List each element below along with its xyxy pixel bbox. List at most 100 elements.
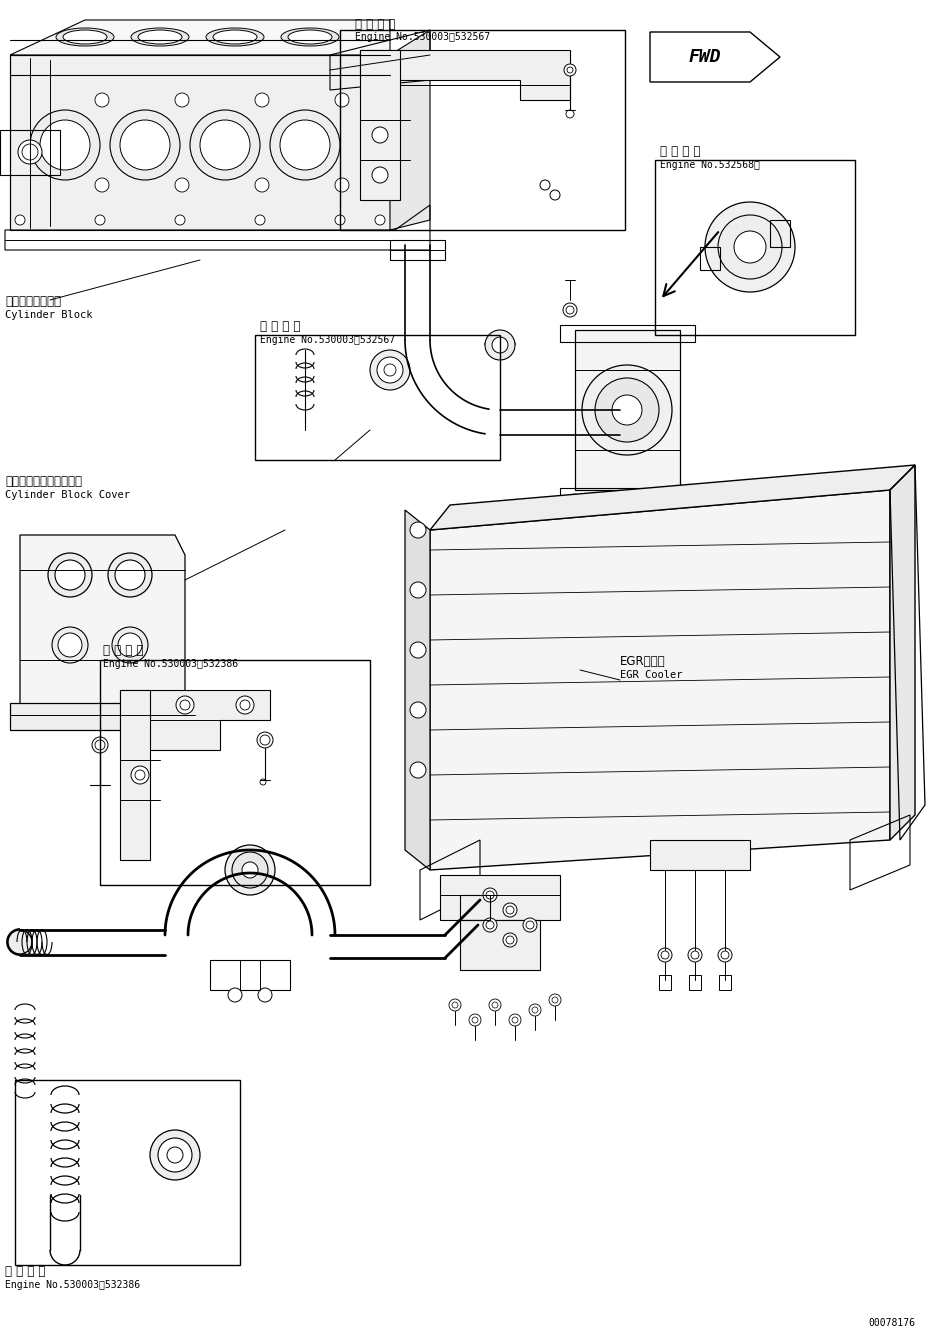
Circle shape (506, 937, 513, 945)
Circle shape (469, 1014, 481, 1026)
Circle shape (22, 144, 38, 160)
Bar (254, 335, 499, 460)
Circle shape (227, 989, 241, 1002)
Circle shape (566, 67, 573, 73)
Circle shape (522, 918, 536, 933)
Circle shape (377, 357, 403, 383)
Text: 適 用 号 機: 適 用 号 機 (354, 17, 395, 31)
Circle shape (115, 560, 145, 591)
Polygon shape (889, 465, 914, 840)
Circle shape (174, 178, 188, 192)
Ellipse shape (280, 28, 339, 45)
Polygon shape (360, 49, 570, 100)
Circle shape (48, 553, 92, 597)
Bar (340, 29, 625, 230)
Circle shape (733, 231, 766, 263)
Text: 適 用 号 機: 適 用 号 機 (260, 321, 300, 333)
Circle shape (167, 1148, 183, 1164)
Text: Cylinder Block: Cylinder Block (5, 310, 93, 321)
Circle shape (260, 735, 270, 745)
Circle shape (131, 766, 148, 784)
Circle shape (704, 202, 794, 293)
Circle shape (112, 627, 148, 663)
Circle shape (335, 178, 349, 192)
Circle shape (175, 696, 194, 713)
Polygon shape (120, 689, 149, 860)
Circle shape (371, 167, 388, 183)
Circle shape (95, 94, 109, 107)
Circle shape (174, 94, 188, 107)
Circle shape (375, 215, 384, 224)
Circle shape (618, 494, 630, 506)
Circle shape (471, 1017, 478, 1023)
Circle shape (232, 852, 267, 888)
Text: Engine No.532568～: Engine No.532568～ (659, 160, 759, 170)
Circle shape (485, 921, 494, 929)
Circle shape (409, 582, 426, 599)
Circle shape (565, 306, 574, 314)
Circle shape (548, 994, 561, 1006)
Circle shape (690, 951, 698, 959)
Circle shape (668, 494, 680, 506)
Circle shape (335, 215, 344, 224)
Circle shape (612, 395, 641, 425)
Circle shape (254, 178, 269, 192)
Circle shape (525, 921, 534, 929)
Text: FWD: FWD (688, 48, 720, 65)
Circle shape (135, 770, 145, 780)
Circle shape (717, 215, 781, 279)
Circle shape (492, 337, 508, 353)
Ellipse shape (131, 28, 188, 45)
Bar (654, 160, 854, 335)
Polygon shape (430, 465, 914, 530)
Circle shape (15, 215, 25, 224)
Text: Engine No.530003～532567: Engine No.530003～532567 (260, 335, 394, 345)
Circle shape (279, 120, 329, 170)
Circle shape (568, 494, 580, 506)
Text: EGR Cooler: EGR Cooler (619, 669, 682, 680)
Circle shape (661, 951, 668, 959)
Circle shape (492, 1002, 497, 1007)
Text: シリンダブロックカバー: シリンダブロックカバー (5, 476, 82, 488)
Circle shape (409, 762, 426, 778)
Circle shape (52, 627, 88, 663)
Circle shape (95, 215, 105, 224)
Polygon shape (120, 689, 270, 749)
Circle shape (92, 737, 108, 754)
Ellipse shape (138, 29, 182, 44)
Polygon shape (10, 20, 390, 55)
Circle shape (30, 110, 100, 180)
Circle shape (409, 522, 426, 538)
Circle shape (95, 178, 109, 192)
Circle shape (511, 1017, 518, 1023)
Circle shape (565, 110, 574, 118)
Text: Engine No.530003～532386: Engine No.530003～532386 (103, 659, 238, 669)
Polygon shape (10, 55, 390, 230)
Circle shape (551, 997, 558, 1003)
Ellipse shape (213, 29, 257, 44)
Polygon shape (405, 510, 430, 870)
Circle shape (409, 701, 426, 717)
Ellipse shape (206, 28, 264, 45)
Circle shape (371, 127, 388, 143)
Circle shape (506, 906, 513, 914)
Circle shape (509, 1014, 521, 1026)
Circle shape (369, 350, 409, 390)
Circle shape (452, 1002, 458, 1007)
Polygon shape (440, 875, 560, 921)
Text: 00078176: 00078176 (867, 1319, 914, 1328)
Circle shape (190, 110, 260, 180)
Circle shape (225, 844, 275, 895)
Circle shape (717, 949, 731, 962)
Circle shape (40, 120, 90, 170)
Circle shape (236, 696, 253, 713)
Text: EGRクーラ: EGRクーラ (619, 655, 664, 668)
Circle shape (488, 999, 500, 1011)
Ellipse shape (288, 29, 331, 44)
Circle shape (254, 94, 269, 107)
Circle shape (174, 215, 185, 224)
Circle shape (409, 643, 426, 659)
Circle shape (562, 303, 576, 317)
Circle shape (158, 1138, 192, 1172)
Circle shape (563, 64, 575, 76)
